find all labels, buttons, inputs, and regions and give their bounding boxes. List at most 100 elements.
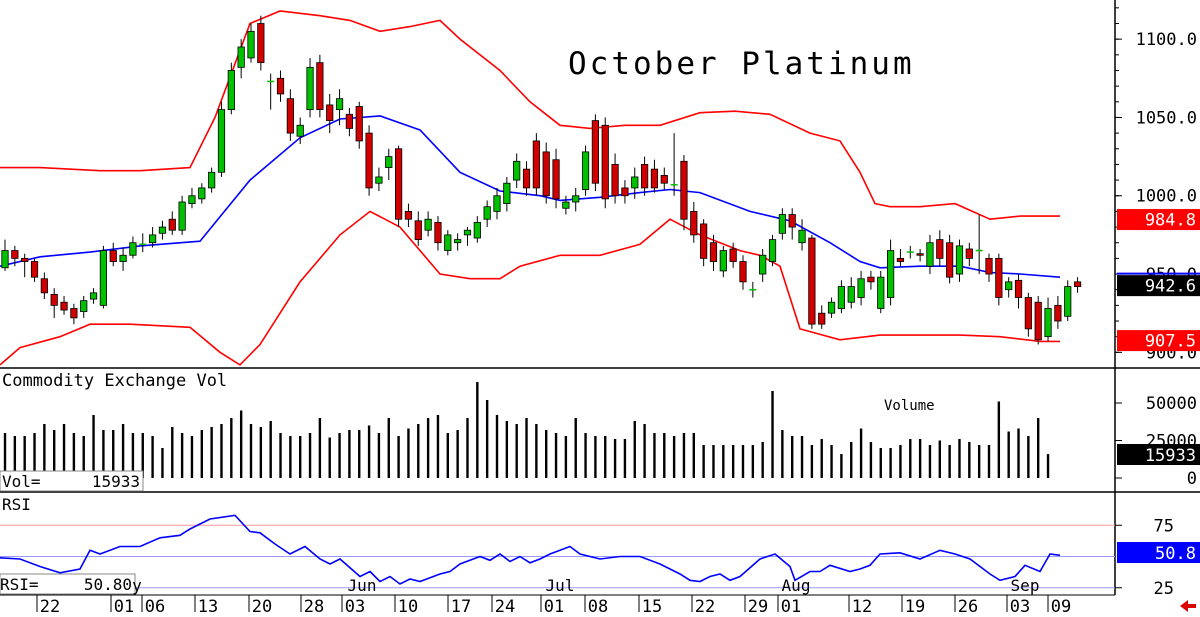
candle <box>768 234 777 267</box>
candle-body <box>404 211 413 220</box>
candle <box>827 297 836 318</box>
candle-body <box>847 286 855 303</box>
x-date-label: 01 <box>544 597 564 617</box>
price-right-badge: 984.8 <box>1117 209 1200 231</box>
candle-body <box>788 214 796 228</box>
moving-average-line <box>0 115 1061 278</box>
candle-body <box>542 151 550 197</box>
candle <box>788 208 796 240</box>
candle <box>335 89 344 126</box>
candle-body <box>916 253 924 256</box>
candle <box>896 248 905 267</box>
candle <box>513 153 521 188</box>
volume-last-badge: 15933 <box>1117 444 1200 466</box>
x-date-label: 20 <box>252 597 272 617</box>
candle-body <box>375 176 383 184</box>
candle-body <box>345 113 354 129</box>
candle <box>739 255 747 290</box>
candle-body <box>768 239 777 262</box>
candle <box>690 202 698 243</box>
candle <box>257 15 265 71</box>
candle <box>11 245 19 267</box>
candle-body <box>237 46 245 68</box>
candle <box>650 159 659 193</box>
bollinger-upper-line <box>0 10 1060 221</box>
candle <box>1073 277 1082 293</box>
candle <box>562 195 570 215</box>
candle-body <box>50 293 58 306</box>
candle <box>759 248 767 282</box>
candle <box>148 227 157 248</box>
candle-body <box>414 220 422 240</box>
candle-body <box>129 242 137 256</box>
candle <box>109 242 117 267</box>
candle-body <box>355 106 363 142</box>
candle-body <box>11 250 19 259</box>
candle-body <box>936 239 944 259</box>
candle-body <box>444 234 452 251</box>
chart-title: October Platinum <box>568 46 915 82</box>
volume-tick-label: 50000 <box>1146 394 1197 414</box>
candle <box>778 208 786 240</box>
candle <box>168 211 176 235</box>
candle-body <box>306 66 314 111</box>
candle <box>483 200 491 228</box>
candle <box>641 156 649 196</box>
price-badge-box <box>1117 330 1200 352</box>
volume-annotation: Volume <box>884 398 935 414</box>
candle <box>267 73 275 110</box>
candle <box>1054 295 1062 329</box>
candle <box>40 272 48 300</box>
candle-body <box>867 276 875 283</box>
candle <box>887 239 895 306</box>
x-date-label: 24 <box>495 597 515 617</box>
candle-body <box>21 257 29 262</box>
candle <box>217 101 226 177</box>
candle-body <box>700 223 708 259</box>
candle <box>188 187 196 209</box>
candle-body <box>198 187 206 200</box>
candle <box>965 242 973 267</box>
candle-body <box>591 120 600 184</box>
candle-body <box>326 104 334 121</box>
x-axis-date-labels: 22 01 06 13 20 28 03 10 17 24 01 08 15 22 29 01 12 19 26 03… <box>36 595 1071 617</box>
candle <box>719 245 727 278</box>
candle <box>847 277 855 309</box>
candle-body <box>80 300 88 313</box>
candle-body <box>857 278 865 298</box>
candle-body <box>581 151 590 190</box>
candle <box>670 133 678 196</box>
x-date-label: 03 <box>1010 597 1030 617</box>
price-right-badge: 907.5 <box>1117 330 1200 352</box>
price-tick-label: 1050.0 <box>1136 108 1197 128</box>
volume-last-label: 15933 <box>1145 446 1196 466</box>
rsi-grid: 75 25 <box>0 516 1174 599</box>
candle-body <box>611 164 619 197</box>
price-badge-box <box>1117 275 1200 297</box>
candle <box>867 270 875 290</box>
candle-body <box>316 62 324 111</box>
candle-body <box>552 159 560 200</box>
candle-body <box>217 109 226 173</box>
candle-body <box>394 148 403 220</box>
candle-body <box>896 257 905 262</box>
price-tick-label: 1100.0 <box>1136 30 1197 50</box>
candle-body <box>946 242 954 278</box>
candle-body <box>690 211 698 236</box>
candle-body <box>385 156 393 168</box>
candle <box>601 117 609 209</box>
candle-body <box>1034 301 1042 341</box>
candle <box>424 211 432 237</box>
candle-body <box>995 257 1003 298</box>
left-arrow-icon[interactable] <box>1180 600 1196 612</box>
candle <box>247 23 255 63</box>
candle-body <box>877 276 885 309</box>
candle <box>365 125 373 196</box>
x-month-label: y <box>132 576 142 595</box>
volume-readout-value: 15933 <box>92 472 140 491</box>
candle-body <box>778 214 786 234</box>
candle <box>877 270 885 314</box>
candle <box>926 234 934 275</box>
candle-body <box>621 187 629 197</box>
candle-body <box>1014 279 1023 298</box>
